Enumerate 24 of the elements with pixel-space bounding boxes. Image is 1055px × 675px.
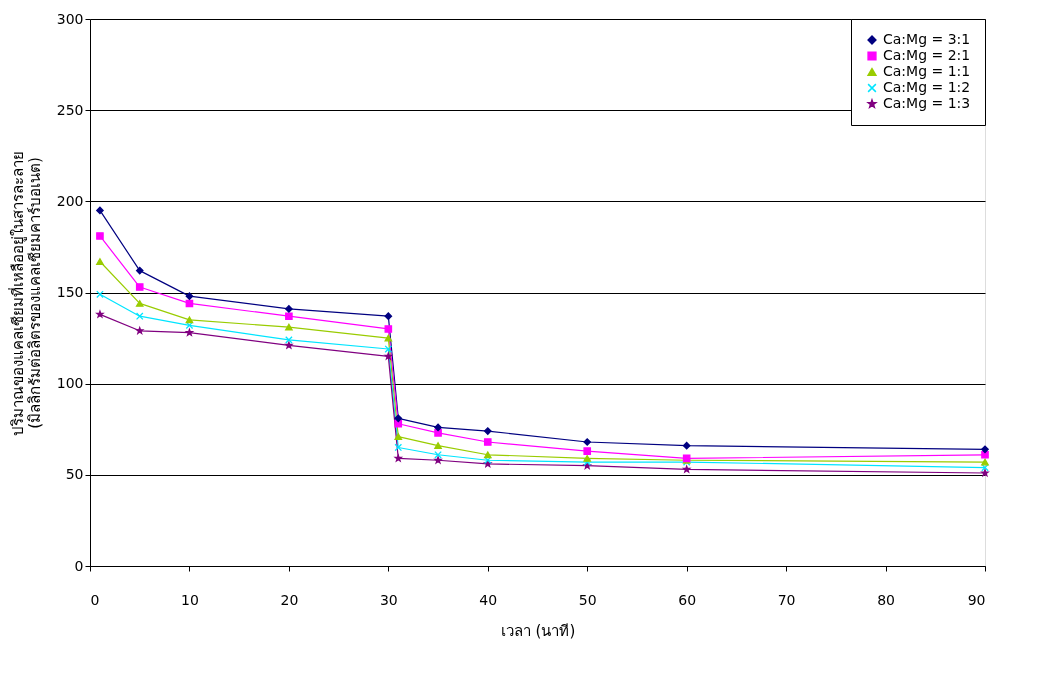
x-tick-label: 30	[379, 591, 398, 608]
x-tick-label: 0	[90, 591, 100, 608]
x-tick-label: 10	[181, 591, 199, 608]
x-axis-title: เวลา (นาที)	[500, 621, 576, 640]
x-tick-label: 70	[777, 591, 796, 608]
y-tick-label: 100	[56, 375, 84, 392]
y-tick-label: 250	[56, 101, 84, 118]
legend-label: Ca:Mg = 2:1	[883, 47, 971, 63]
y-tick-label: 200	[56, 192, 84, 209]
x-tick-label: 40	[479, 591, 498, 608]
y-tick-label: 50	[65, 466, 84, 483]
legend-label: Ca:Mg = 1:3	[883, 95, 971, 111]
x-tick-label: 50	[578, 591, 597, 608]
legend-label: Ca:Mg = 1:1	[883, 63, 971, 79]
x-tick-label: 20	[280, 591, 299, 608]
x-tick-label: 90	[967, 591, 986, 608]
x-tick-label: 60	[678, 591, 697, 608]
legend-label: Ca:Mg = 1:2	[883, 79, 971, 95]
y-tick-label: 0	[74, 557, 84, 574]
y-tick-label: 300	[56, 10, 84, 27]
legend-label: Ca:Mg = 3:1	[883, 31, 971, 47]
x-tick-label: 80	[877, 591, 895, 608]
y-tick-label: 150	[56, 284, 84, 300]
y-axis-title: ปริมาณของแคลเซียมที่เหลืออยู่ในสารละลาย (มิลลิกรัมต่อลิตรของแคลเซียมคาร์บอเนต)	[6, 150, 44, 436]
